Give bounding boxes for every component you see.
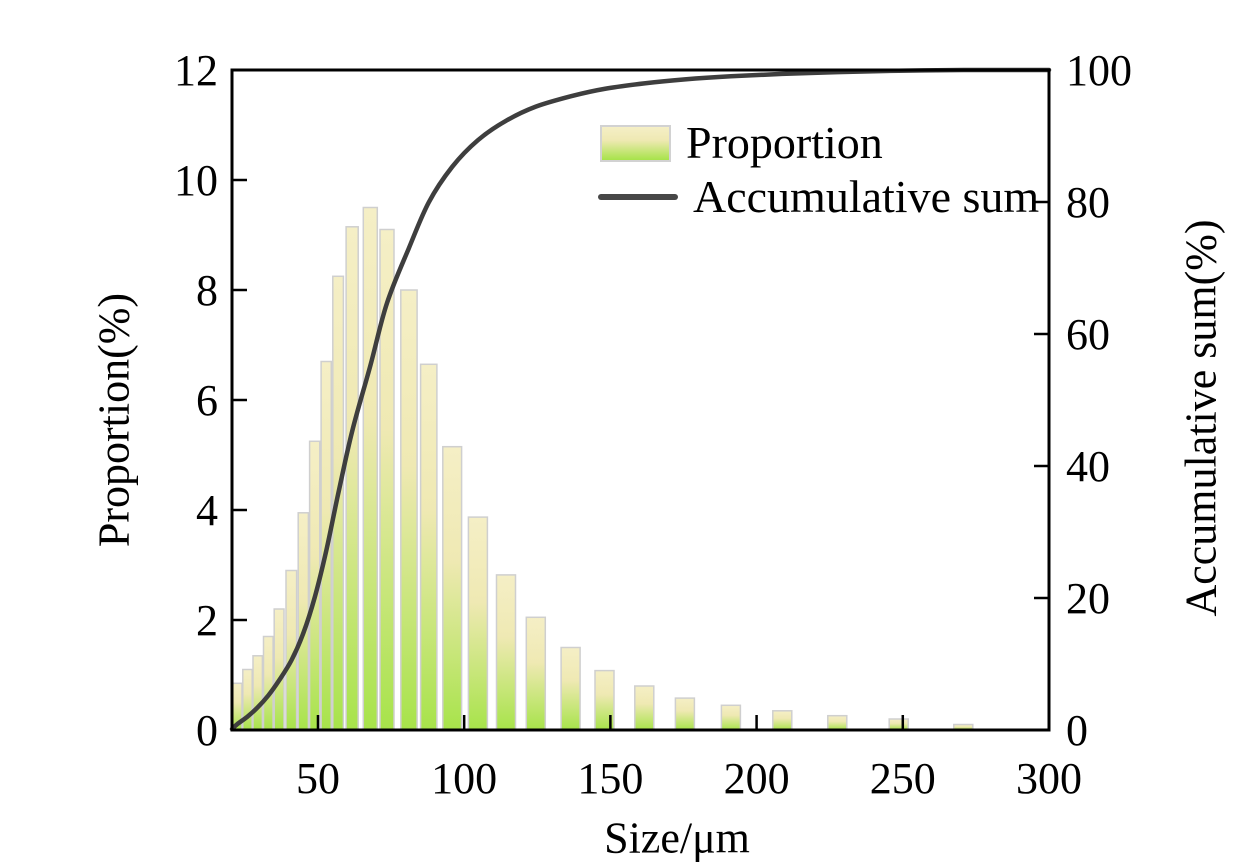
proportion-bar: [252, 655, 264, 731]
legend-label-proportion: Proportion: [686, 117, 883, 168]
proportion-bar: [442, 445, 463, 731]
legend-label-accumulative: Accumulative sum: [693, 171, 1040, 222]
proportion-bar: [262, 635, 274, 731]
accumulative-line-swatch-icon: [598, 194, 678, 200]
tick-label: 2: [196, 596, 218, 645]
tick-label: 20: [1066, 574, 1110, 623]
tick-label: 0: [1066, 706, 1088, 755]
proportion-bar: [560, 646, 581, 731]
proportion-bar: [827, 714, 848, 731]
tick-label: 50: [296, 754, 340, 803]
legend-item-accumulative: Accumulative sum: [598, 171, 1040, 222]
proportion-bar: [888, 718, 909, 731]
right-axis-title: Accumulative sum(%): [1176, 219, 1226, 617]
proportion-bar: [467, 516, 489, 731]
tick-label: 100: [1066, 46, 1132, 95]
tick-label: 100: [431, 754, 497, 803]
proportion-bar: [674, 697, 696, 731]
proportion-bar-swatch-icon: [600, 124, 671, 162]
legend-item-proportion: Proportion: [600, 117, 883, 168]
proportion-bar: [772, 710, 793, 731]
x-axis-title: Size/μm: [604, 813, 750, 863]
proportion-bar: [345, 226, 359, 731]
tick-label: 200: [724, 754, 790, 803]
proportion-bar: [362, 206, 379, 731]
tick-label: 300: [1016, 754, 1082, 803]
tick-label: 0: [196, 706, 218, 755]
tick-label: 80: [1066, 178, 1110, 227]
tick-label: 40: [1066, 442, 1110, 491]
tick-label: 12: [174, 46, 218, 95]
tick-label: 60: [1066, 310, 1110, 359]
proportion-bar: [400, 289, 418, 731]
tick-label: 8: [196, 266, 218, 315]
proportion-bar: [720, 704, 742, 731]
proportion-bar: [273, 608, 285, 731]
proportion-bar: [634, 685, 655, 731]
proportion-bar: [495, 574, 517, 731]
proportion-bar: [525, 616, 547, 731]
proportion-bar: [419, 363, 438, 731]
tick-label: 150: [577, 754, 643, 803]
left-axis-title: Proportion(%): [89, 292, 139, 548]
accumulative-curve: [229, 67, 1052, 732]
tick-label: 10: [174, 156, 218, 205]
tick-label: 4: [196, 486, 218, 535]
tick-label: 6: [196, 376, 218, 425]
tick-label: 250: [870, 754, 936, 803]
